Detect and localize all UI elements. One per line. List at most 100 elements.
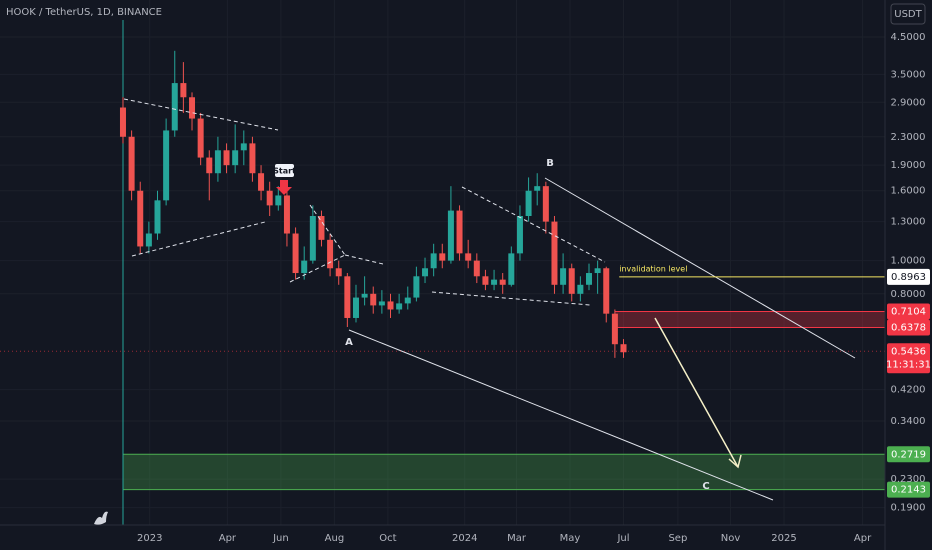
x-tick-label: Aug [325,533,345,544]
wave-label: C [702,481,709,492]
grid [0,0,885,525]
logo [94,511,108,525]
price-tag-label: 0.8963 [891,272,926,283]
candle-body [197,118,204,158]
candle-body [447,210,454,261]
candle-body [465,253,472,261]
y-tick-label: 1.6000 [891,186,926,197]
trend-line [289,254,346,283]
candle-body [154,200,161,234]
candle-body [430,253,437,269]
countdown: 11:31:31 [886,359,931,370]
candle-body [283,195,290,234]
start-label-box [275,164,294,177]
price-tag [887,343,930,374]
trend-line [544,177,856,359]
candle-body [309,216,316,261]
price-tag-label: 0.7104 [891,306,926,317]
x-tick-label: Nov [721,533,741,544]
candle-body [189,97,196,119]
candle-body [163,130,170,201]
candle-body [491,279,498,285]
candle-body [473,260,480,277]
candle-body [214,150,221,174]
candle-body [404,297,411,304]
start-label: Start [273,167,296,176]
chart-title: HOOK / TetherUS, 1D, BINANCE [6,7,162,18]
x-tick-label: 2024 [452,533,477,544]
x-tick-label: May [560,533,581,544]
trend-line [431,291,591,306]
candle-body [361,293,368,298]
candle-body [516,216,523,254]
candle-body [482,276,489,285]
y-tick-label: 0.3400 [891,416,926,427]
x-tick-label: Sep [668,533,687,544]
currency-box [890,3,926,25]
candle-body [352,297,359,318]
x-tick-label: Mar [507,533,527,544]
candle-body [396,303,403,310]
y-tick-label: 3.5000 [891,69,926,80]
candle-body [301,260,308,274]
y-tick-label: 2.3000 [891,132,926,143]
zones [122,310,886,491]
candle-body [542,186,549,222]
drawings [123,98,856,501]
price-tag [887,268,930,285]
y-tick-label: 1.9000 [891,160,926,171]
candle-body [249,143,256,174]
trend-line [348,329,774,501]
y-tick-label: 0.1900 [891,503,926,514]
x-tick-label: 2023 [137,533,162,544]
price-tag [887,303,930,320]
candle-body [128,136,135,191]
zone [614,311,885,328]
candle-body [275,195,282,206]
candle-body [413,276,420,298]
candle-body [145,233,152,247]
x-tick-label: Apr [219,533,237,544]
y-tick-label: 0.4200 [891,385,926,396]
levels: 0.7104 0.6378 0.2719 0.2143 invalidation lev… [0,264,931,498]
candle-body [232,150,239,166]
x-tick-label: 2025 [771,533,796,544]
candle-body [439,253,446,261]
price-tag [887,481,930,498]
candle-body [585,273,592,285]
price-tag-label: 0.2719 [891,449,926,460]
candle-body [525,190,532,217]
axes: 4.5000 3.5000 2.9000 2.3000 1.9000 1.6000 1.30… [137,32,925,544]
start-arrow [276,180,292,195]
candle-body [258,173,265,191]
candle-body [223,150,230,166]
candle-body [560,268,567,285]
candle-body [508,253,515,285]
candle-body [611,313,618,345]
candle-body [568,268,575,294]
candle-body [499,279,506,285]
x-tick-label: Jul [616,533,629,544]
candle-body [119,107,126,137]
candle-body [266,190,273,206]
projection-arrow [654,317,739,468]
candle-body [292,233,299,274]
y-tick-label: 1.3000 [891,217,926,228]
candle-body [335,268,342,277]
candle-body [378,301,385,306]
y-tick-label: 0.2300 [891,474,926,485]
x-tick-label: Apr [854,533,872,544]
wave-label: A [345,337,353,348]
trend-line [131,221,266,257]
candle-body [137,190,144,247]
price-tag-label: 0.5436 [891,346,926,357]
trend-line [461,186,606,263]
candle-body [594,268,601,274]
candle-body [577,284,584,294]
candle-body [551,221,558,285]
invalidation-text: invalidation level [619,264,687,273]
price-tag [887,319,930,336]
y-tick-label: 4.5000 [891,32,926,43]
candle-body [620,344,627,353]
